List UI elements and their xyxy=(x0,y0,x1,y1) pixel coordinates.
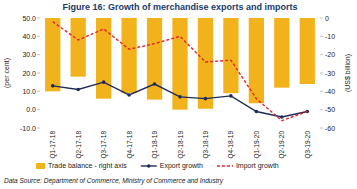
legend-label: Import growth xyxy=(236,162,279,170)
y2-tick xyxy=(320,91,323,92)
marker xyxy=(153,82,157,86)
y-tick-label: -10.0 xyxy=(20,125,36,132)
y-tick xyxy=(37,18,40,19)
marker xyxy=(229,94,233,98)
marker xyxy=(76,88,80,92)
legend-marker xyxy=(147,164,151,168)
y-tick-label: 40.0 xyxy=(22,33,36,40)
x-tick-label: Q2-18-19 xyxy=(177,131,185,159)
x-tick-label: Q1-19-20 xyxy=(253,131,261,159)
y-tick-label: 10.0 xyxy=(22,88,36,95)
legend-label: Export growth xyxy=(160,162,203,170)
x-tick-label: Q4-17-18 xyxy=(126,131,134,159)
legend: Trade balance - right axis Export growth I… xyxy=(36,162,279,170)
bar xyxy=(45,18,60,91)
y2-axis-label: (US$ billion) xyxy=(344,54,352,92)
y2-tick xyxy=(320,54,323,55)
y-tick xyxy=(37,36,40,37)
y-tick xyxy=(37,109,40,110)
y2-tick xyxy=(320,18,323,19)
bar xyxy=(274,18,289,88)
y-tick xyxy=(37,128,40,129)
y-tick xyxy=(37,91,40,92)
bar xyxy=(172,18,187,110)
x-tick-label: Q2-17-18 xyxy=(75,131,83,159)
x-tick-label: Q3-19-20 xyxy=(304,131,312,159)
marker xyxy=(255,110,259,114)
y-tick xyxy=(37,73,40,74)
marker xyxy=(280,115,284,119)
marker xyxy=(178,95,182,99)
y2-tick xyxy=(320,73,323,74)
plot-area xyxy=(45,18,315,121)
x-tick-label: Q1-18-19 xyxy=(151,131,159,159)
y-tick-label: 20.0 xyxy=(22,70,36,77)
bar xyxy=(96,18,111,99)
y-tick xyxy=(37,54,40,55)
marker xyxy=(127,93,131,97)
bar xyxy=(198,18,213,109)
y-tick-label: 0.0 xyxy=(26,106,36,113)
y2-tick-label: -60 xyxy=(325,125,335,132)
legend-swatch xyxy=(36,163,45,169)
bar xyxy=(223,18,238,93)
bar xyxy=(121,18,136,93)
line xyxy=(53,22,308,121)
x-tick-label: Q3-18-19 xyxy=(202,131,210,159)
y2-tick-label: 0 xyxy=(325,15,329,22)
y-axis-label: (per cent) xyxy=(3,58,11,88)
y-tick-label: 30.0 xyxy=(22,51,36,58)
marker xyxy=(204,97,208,101)
y2-tick xyxy=(320,109,323,110)
y2-tick-label: -50 xyxy=(325,106,335,113)
source: Data Source: Department of Commerce, Min… xyxy=(4,177,224,185)
x-tick-label: Q1-17-18 xyxy=(49,131,57,159)
legend-label: Trade balance - right axis xyxy=(48,162,127,170)
x-tick-label: Q2-19-20 xyxy=(278,131,286,159)
legend-swatch xyxy=(217,165,233,166)
y2-tick xyxy=(320,128,323,129)
y2-tick-label: -20 xyxy=(325,51,335,58)
x-tick-label: Q3-17-18 xyxy=(100,131,108,159)
title: Figure 16: Growth of merchandise exports… xyxy=(62,2,297,12)
y2-tick-label: -40 xyxy=(325,88,335,95)
bar xyxy=(71,18,86,77)
y2-tick xyxy=(320,36,323,37)
marker xyxy=(51,84,55,88)
bar xyxy=(300,18,315,84)
y-tick-label: 50.0 xyxy=(22,15,36,22)
marker xyxy=(102,80,106,84)
line xyxy=(53,82,308,117)
y2-tick-label: -30 xyxy=(325,70,335,77)
chart: Figure 16: Growth of merchandise exports… xyxy=(0,0,357,189)
x-tick-label: Q4-18-19 xyxy=(227,131,235,159)
y2-tick-label: -10 xyxy=(325,33,335,40)
